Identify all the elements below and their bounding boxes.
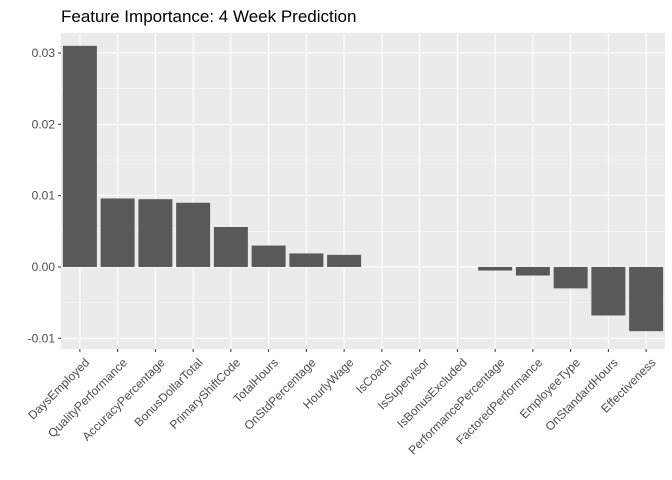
bar bbox=[138, 199, 173, 267]
bar bbox=[327, 254, 362, 267]
bar bbox=[478, 266, 513, 271]
y-tick-label: 0.02 bbox=[32, 117, 56, 131]
bar bbox=[213, 227, 248, 267]
bar bbox=[100, 198, 135, 267]
bar bbox=[289, 253, 324, 267]
x-axis: DaysEmployedQualityPerformanceAccuracyPe… bbox=[25, 349, 658, 457]
x-tick-label: BonusDollarTotal bbox=[131, 355, 205, 429]
bar bbox=[591, 266, 626, 316]
plot-panel bbox=[61, 33, 665, 349]
y-tick-label: 0.03 bbox=[32, 46, 56, 60]
chart-title: Feature Importance: 4 Week Prediction bbox=[61, 7, 356, 26]
y-tick-label: 0.00 bbox=[32, 260, 56, 274]
bar bbox=[251, 245, 286, 267]
y-tick-label: 0.01 bbox=[32, 189, 56, 203]
bar bbox=[553, 266, 588, 289]
bar bbox=[515, 266, 550, 276]
y-tick-label: -0.01 bbox=[28, 331, 56, 345]
y-axis: -0.01 0.00 0.01 0.02 0.03 bbox=[28, 46, 61, 345]
bar bbox=[629, 266, 664, 332]
x-tick-label: IsBonusExcluded bbox=[394, 355, 469, 430]
bars bbox=[62, 45, 664, 332]
bar bbox=[176, 202, 211, 267]
bar bbox=[62, 45, 97, 267]
